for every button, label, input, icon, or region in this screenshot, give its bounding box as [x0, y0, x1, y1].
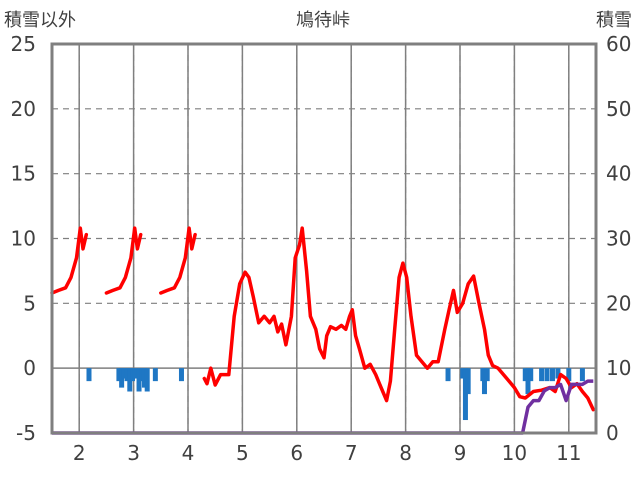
x-tick-label: 3: [127, 441, 140, 465]
plot-frame: [50, 42, 598, 435]
left-tick-label: 25: [11, 32, 36, 56]
precipitation-bar: [121, 368, 127, 379]
left-tick-label: 0: [23, 356, 36, 380]
chart-title: 鳩待峠: [296, 10, 350, 31]
temperature-line: [202, 226, 596, 412]
precipitation-bar: [484, 368, 490, 382]
precipitation-bar: [86, 368, 92, 382]
precipitation-bar: [539, 368, 545, 382]
precipitation-bar: [481, 368, 487, 395]
precipitation-bar: [522, 368, 528, 382]
precipitation-bar: [132, 368, 138, 379]
data-lines: [50, 226, 596, 435]
left-tick-label: 15: [11, 162, 36, 186]
precipitation-bar: [465, 368, 471, 395]
left-tick-label: -5: [16, 421, 36, 445]
precipitation-bar: [127, 368, 133, 392]
precipitation-bar: [139, 368, 145, 382]
x-tick-label: 2: [73, 441, 86, 465]
x-tick-label: 4: [182, 441, 195, 465]
precipitation-bar: [462, 368, 468, 421]
x-tick-label: 6: [290, 441, 303, 465]
precipitation-bar: [555, 368, 561, 379]
precipitation-bar: [144, 368, 150, 392]
precipitation-bar: [119, 368, 125, 388]
precipitation-bars: [86, 368, 585, 421]
right-axis-label: 積雪: [596, 10, 632, 31]
precipitation-bar: [549, 368, 555, 382]
right-tick-label: 0: [606, 421, 619, 445]
precipitation-bar: [528, 368, 534, 382]
temperature-line: [104, 226, 143, 295]
precipitation-bar: [141, 368, 147, 388]
precipitation-bar: [178, 368, 184, 382]
x-tick-label: 5: [236, 441, 249, 465]
tick-labels: -5 0 5 10 15 20 25 0 10 20 30 40 50 60 2 3 4 5 6 7 8 9 10 11: [11, 32, 632, 465]
x-tick-label: 10: [502, 441, 527, 465]
right-tick-label: 30: [606, 227, 631, 251]
temperature-line: [159, 226, 197, 295]
x-tick-label: 7: [345, 441, 358, 465]
precipitation-bar: [566, 368, 572, 382]
precipitation-bar: [445, 368, 451, 382]
temperature-line: [50, 226, 89, 295]
x-tick-label: 11: [556, 441, 581, 465]
left-tick-label: 5: [23, 291, 36, 315]
precipitation-bar: [460, 368, 466, 379]
precipitation-bar: [124, 368, 130, 382]
snow-depth-line: [52, 379, 594, 435]
precipitation-bar: [116, 368, 122, 382]
right-tick-label: 10: [606, 356, 631, 380]
left-tick-label: 20: [11, 97, 36, 121]
precipitation-bar: [152, 368, 158, 382]
x-tick-label: 9: [454, 441, 467, 465]
right-tick-label: 20: [606, 291, 631, 315]
precipitation-bar: [130, 368, 136, 382]
x-tick-label: 8: [399, 441, 412, 465]
right-tick-label: 50: [606, 97, 631, 121]
right-tick-label: 40: [606, 162, 631, 186]
precipitation-bar: [579, 368, 585, 382]
precipitation-bar: [525, 368, 531, 395]
right-tick-label: 60: [606, 32, 631, 56]
left-tick-label: 10: [11, 227, 36, 251]
precipitation-bar: [136, 368, 142, 392]
precipitation-bar: [544, 368, 550, 382]
left-axis-label: 積雪以外: [4, 10, 76, 31]
